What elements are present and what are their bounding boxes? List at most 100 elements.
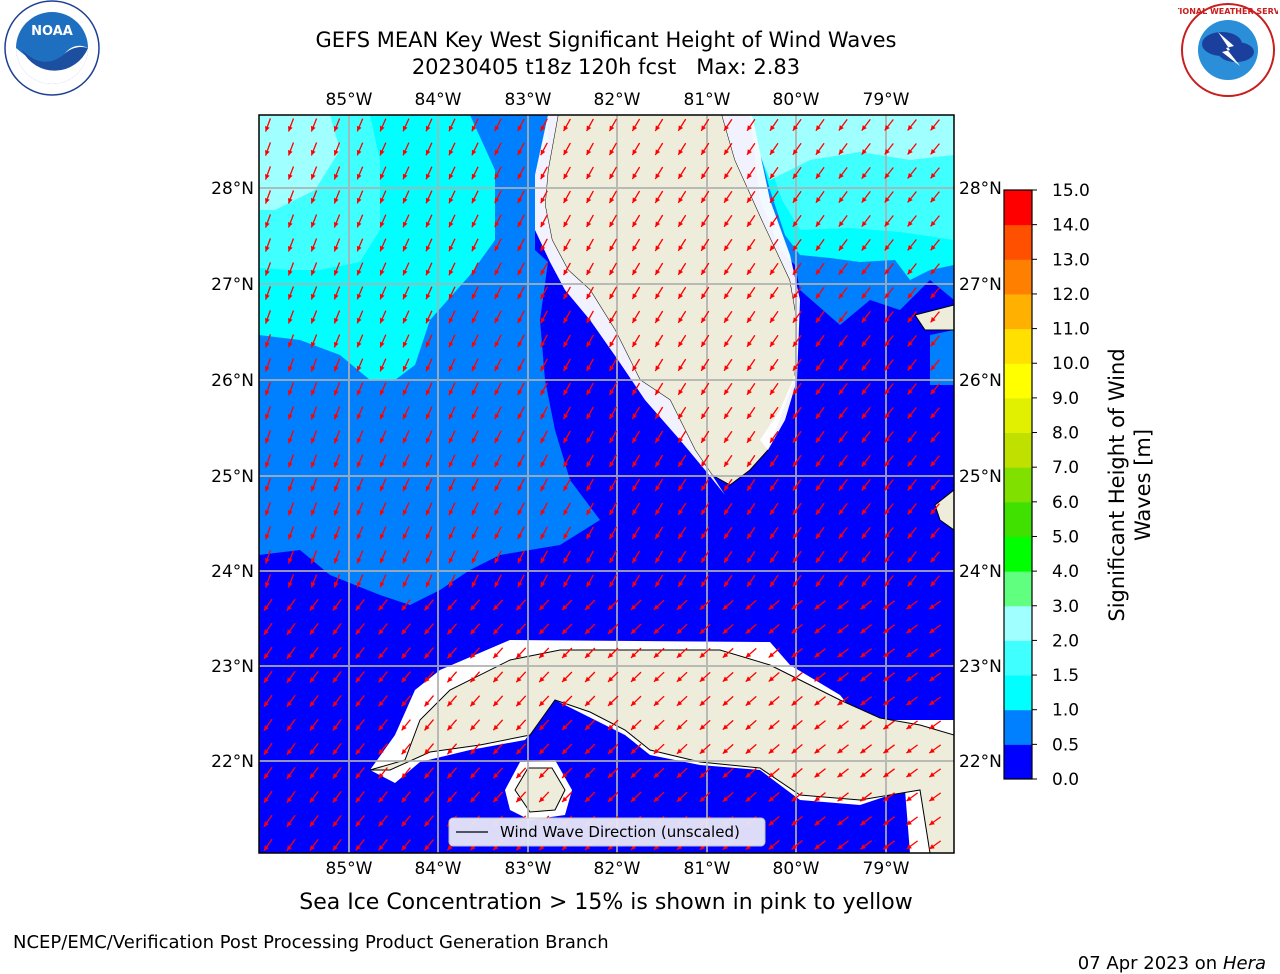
colorbar-segment [1004,224,1032,260]
wind-arrow-head [631,628,637,634]
wind-arrow-head [747,173,752,179]
wind-arrow-head [792,341,798,347]
wind-arrow-head [471,269,477,276]
wind-arrow-head [837,604,843,610]
wind-arrow-head [907,221,913,227]
wind-arrow-head [355,653,361,659]
footer-host: Hera [1222,953,1266,974]
wind-arrow-head [356,485,362,492]
wind-arrow-head [930,437,936,443]
wind-arrow-head [585,700,591,706]
wind-arrow-head [586,341,592,348]
colorbar-tick-label: 11.0 [1052,320,1090,340]
wind-arrow-head [930,413,936,419]
wind-arrow-head [747,509,752,515]
wind-arrow-head [471,173,477,180]
wind-arrow-head [678,557,684,563]
wind-arrow-head [724,413,729,419]
wind-arrow-head [310,341,316,348]
wind-arrow-head [288,270,293,276]
wind-arrow-head [930,389,936,395]
wind-arrow-head [838,413,844,419]
wind-arrow-head [424,748,430,755]
footer-date: 07 Apr 2023 on [1077,953,1223,974]
wind-arrow-head [378,677,384,683]
wind-arrow-head [861,269,867,275]
wind-arrow-head [815,557,821,563]
wind-arrow-head [678,269,684,275]
wind-arrow-head [815,437,821,443]
wind-arrow-head [929,652,935,658]
svg-text:24°N: 24°N [959,562,1002,582]
wind-arrow-head [609,149,615,156]
wind-arrow-head [838,389,844,395]
colorbar-segment [1004,744,1032,780]
wind-arrow-head [930,125,936,131]
svg-text:28°N: 28°N [211,179,254,199]
wind-arrow-head [838,197,844,203]
wind-arrow-head [930,245,936,251]
wind-arrow-head [884,437,890,443]
colorbar-tick-label: 1.0 [1052,701,1079,721]
wind-arrow-head [861,173,867,179]
wind-arrow-head [265,390,270,396]
wind-arrow-head [517,485,523,492]
wind-arrow-head [747,485,752,491]
svg-text:82°W: 82°W [594,859,641,879]
wind-arrow-head [724,125,729,131]
wind-arrow-head [770,197,775,203]
wind-arrow-head [655,149,661,155]
wind-arrow-head [539,676,545,683]
wind-arrow-head [333,413,339,420]
wind-arrow-head [609,437,615,444]
wind-arrow-head [448,509,454,516]
wind-arrow-head [447,604,453,611]
wind-arrow-head [907,365,913,371]
wind-arrow-head [265,318,270,324]
wind-arrow-head [838,365,844,371]
wind-arrow-head [356,293,362,300]
wind-arrow-head [448,269,454,276]
wind-arrow-head [425,509,431,516]
wind-arrow-head [792,197,798,203]
wind-arrow-head [632,581,638,587]
wind-arrow-head [837,796,843,802]
wind-arrow-head [402,341,408,348]
wind-arrow-head [861,485,867,491]
wind-arrow-head [586,437,592,444]
svg-text:26°N: 26°N [959,371,1002,391]
wind-arrow-head [699,700,706,706]
wind-arrow-head [424,844,430,851]
wind-arrow-head [837,820,843,826]
wind-arrow-head [815,413,821,419]
wind-arrow-head [586,557,592,564]
wind-arrow-head [906,724,912,730]
wind-arrow-head [448,437,454,444]
wind-arrow-head [701,509,706,515]
wind-arrow-head [265,558,270,564]
wind-arrow-head [747,221,752,227]
wind-direction-arrows [263,118,942,852]
wind-arrow-head [310,221,316,228]
wind-arrow-head [585,652,591,658]
wind-arrow-head [632,437,638,443]
wind-arrow-head [379,149,385,156]
wind-arrow-head [770,149,775,155]
wind-arrow-head [884,125,890,131]
wind-arrow-head [699,844,706,850]
wind-arrow-head [517,269,523,276]
svg-text:79°W: 79°W [863,859,910,879]
wind-arrow-head [424,652,430,659]
wind-arrow-head [288,558,293,564]
wind-arrow-head [631,748,637,754]
wind-arrow-head [424,700,430,707]
wind-arrow-head [540,221,546,228]
wind-arrow-head [448,245,454,252]
wind-arrow-head [745,748,752,754]
wind-arrow-head [609,365,615,372]
wind-arrow-head [906,676,912,682]
wind-arrow-head [655,317,661,323]
wind-arrow-head [930,509,936,515]
wind-arrow-head [540,389,546,396]
wind-arrow-head [930,533,936,539]
